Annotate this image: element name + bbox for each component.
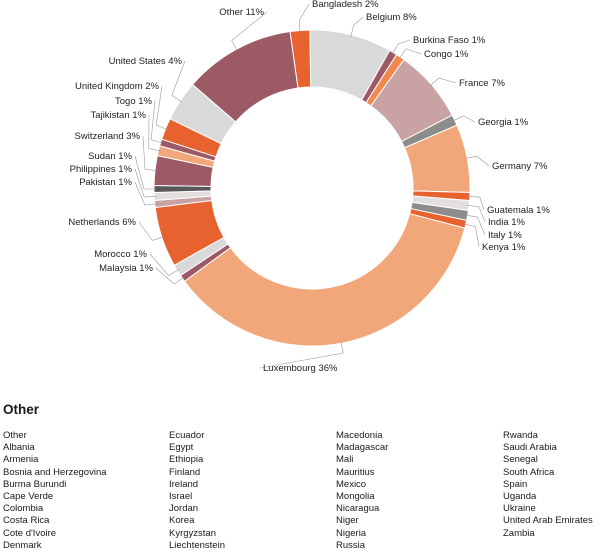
label-united-kingdom: United Kingdom 2% <box>75 81 160 92</box>
leader-georgia <box>452 115 476 123</box>
other-list-column-3: Macedonia Madagascar Mali Mauritius Mexico Mo… <box>336 430 388 552</box>
other-list-item: Senegal <box>503 454 538 466</box>
label-italy: Italy 1% <box>488 230 522 241</box>
label-bangladesh: Bangladesh 2% <box>312 0 379 10</box>
label-luxembourg: Luxembourg 36% <box>263 363 338 374</box>
other-section-title: Other <box>3 402 40 417</box>
other-list-item: Ecuador <box>169 430 205 441</box>
label-germany: Germany 7% <box>492 161 548 172</box>
other-list-item: Uganda <box>503 491 537 503</box>
leader-india <box>467 204 486 223</box>
other-list-item: Kyrgyzstan <box>169 527 216 539</box>
leader-luxembourg <box>259 341 344 369</box>
leader-belgium <box>350 16 364 37</box>
other-list-item: Other <box>3 430 27 441</box>
other-list-item: Bosnia and Herzegovina <box>3 466 107 478</box>
other-list-item: Mongolia <box>336 491 375 503</box>
label-other: Other 11% <box>219 7 264 18</box>
donut-chart: Bangladesh 2% Belgium 8% Burkina Faso 1% Co… <box>68 0 550 374</box>
label-sudan: Sudan 1% <box>88 151 132 162</box>
other-list-item: Jordan <box>169 503 199 515</box>
other-list-item: Denmark <box>3 539 42 551</box>
label-guatemala: Guatemala 1% <box>487 205 550 216</box>
leader-togo <box>150 100 163 144</box>
other-list-item: Zambia <box>503 527 535 539</box>
label-kenya: Kenya 1% <box>482 242 526 253</box>
label-malaysia: Malaysia 1% <box>99 263 153 274</box>
other-list-item: Ukraine <box>503 503 536 515</box>
other-list-item: Liechtenstein <box>169 539 225 551</box>
other-list-item: Rwanda <box>503 430 538 441</box>
other-list-item: Nigeria <box>336 527 367 539</box>
other-list-item: Madagascar <box>336 442 389 454</box>
other-list-item: Finland <box>169 466 201 478</box>
leader-morocco <box>149 253 180 277</box>
label-india: India 1% <box>488 217 526 228</box>
other-list-item: Russia <box>336 539 366 551</box>
slice-other <box>191 30 299 123</box>
other-list-item: Niger <box>336 515 359 527</box>
label-pakistan: Pakistan 1% <box>79 177 132 188</box>
other-list-column-2: Ecuador Egypt Ethiopia Finland Ireland Israel… <box>169 430 225 552</box>
leader-pakistan <box>134 181 157 206</box>
other-list-item: South Africa <box>503 466 555 478</box>
donut-slices <box>153 29 471 347</box>
label-philippines: Philippines 1% <box>70 164 133 175</box>
other-list-item: Israel <box>169 491 193 503</box>
leader-other <box>231 11 268 52</box>
other-list-item: Armenia <box>3 454 39 466</box>
leader-switzerland <box>142 135 157 172</box>
leader-malaysia <box>155 267 185 285</box>
other-list-item: Egypt <box>169 442 194 454</box>
slice-luxembourg <box>183 213 466 347</box>
leader-netherlands <box>138 221 164 241</box>
label-tajikistan: Tajikistan 1% <box>91 110 147 121</box>
other-list-item: Costa Rica <box>3 515 50 527</box>
leader-sudan <box>134 155 157 190</box>
other-list-item: Nicaragua <box>336 503 380 515</box>
leader-burkina-faso <box>391 39 411 55</box>
leader-bangladesh <box>298 3 310 33</box>
other-list-item: Cote d'Ivoire <box>3 527 57 539</box>
leader-germany <box>465 155 490 167</box>
leader-tajikistan <box>148 114 161 152</box>
other-list-item: Ireland <box>169 478 199 490</box>
other-list-item: Macedonia <box>336 430 383 441</box>
label-togo: Togo 1% <box>115 96 153 107</box>
other-list-item: United Arab Emirates <box>503 515 593 527</box>
label-morocco: Morocco 1% <box>94 249 147 260</box>
other-list-column-1: Other Albania Armenia Bosnia and Herzegovin… <box>3 430 107 552</box>
other-list-item: Burma Burundi <box>3 478 67 490</box>
other-list-item: Colombia <box>3 503 44 515</box>
other-list-item: Mali <box>336 454 354 466</box>
other-list-item: Korea <box>169 515 195 527</box>
other-list-item: Ethiopia <box>169 454 204 466</box>
other-list-item: Mauritius <box>336 466 375 478</box>
label-france: France 7% <box>459 78 505 89</box>
label-switzerland: Switzerland 3% <box>75 131 141 142</box>
label-georgia: Georgia 1% <box>478 117 529 128</box>
label-leader-lines <box>134 3 490 369</box>
other-list-item: Spain <box>503 478 528 490</box>
leader-italy <box>465 214 486 236</box>
label-burkina-faso: Burkina Faso 1% <box>413 35 486 46</box>
other-list-column-4: Rwanda Saudi Arabia Senegal South Africa Spa… <box>503 430 593 540</box>
slice-labels: Bangladesh 2% Belgium 8% Burkina Faso 1% Co… <box>68 0 550 374</box>
other-list-item: Saudi Arabia <box>503 442 557 454</box>
label-congo: Congo 1% <box>424 49 469 60</box>
leader-united-kingdom <box>155 85 168 130</box>
other-list-item: Albania <box>3 442 35 454</box>
label-united-states: United States 4% <box>109 56 183 67</box>
leader-congo <box>398 48 422 59</box>
other-list-item: Cape Verde <box>3 491 54 503</box>
leader-philippines <box>134 168 157 198</box>
other-list-item: Mexico <box>336 478 367 490</box>
leader-guatemala <box>467 196 485 211</box>
label-belgium: Belgium 8% <box>366 12 417 23</box>
label-netherlands: Netherlands 6% <box>68 217 136 228</box>
leader-kenya <box>463 223 480 248</box>
leader-united-states <box>171 60 186 103</box>
leader-france <box>429 77 457 87</box>
